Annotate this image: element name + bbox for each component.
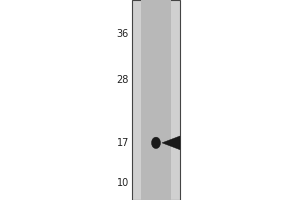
Polygon shape <box>162 136 180 150</box>
Bar <box>132 0 180 200</box>
Text: 17: 17 <box>117 138 129 148</box>
Text: 10: 10 <box>117 178 129 188</box>
Ellipse shape <box>152 137 160 149</box>
Bar <box>141 0 171 200</box>
Text: 36: 36 <box>117 29 129 39</box>
Text: 28: 28 <box>117 75 129 85</box>
